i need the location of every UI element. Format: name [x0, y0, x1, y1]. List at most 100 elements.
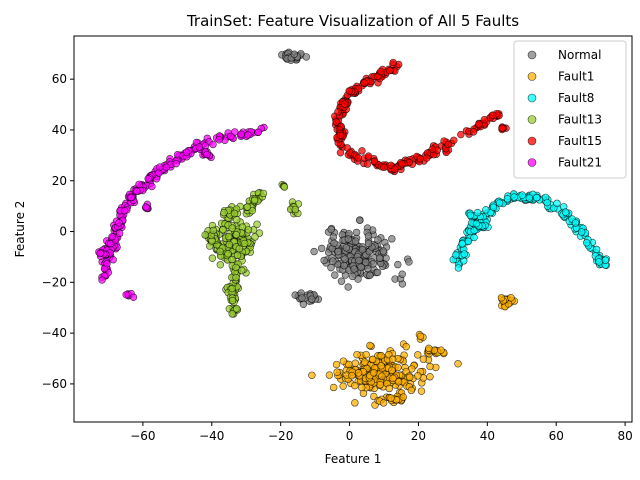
data-point [332, 360, 341, 369]
x-axis: −60 −40 −20 0 20 40 60 80 [130, 422, 633, 443]
chart-title: TrainSet: Feature Visualization of All 5… [186, 12, 519, 30]
data-point [302, 53, 311, 61]
y-tick-label: 60 [52, 72, 67, 86]
data-point [220, 208, 228, 217]
data-point [380, 163, 388, 172]
series-fault13 [201, 180, 303, 318]
data-point [402, 342, 410, 351]
data-point [343, 144, 351, 152]
data-point [426, 362, 434, 371]
data-point [129, 293, 138, 301]
data-point [317, 244, 326, 253]
legend-label: Fault15 [558, 134, 602, 148]
data-point [350, 265, 358, 273]
data-point [473, 208, 482, 217]
data-point [354, 154, 363, 162]
data-point [592, 245, 601, 254]
data-point [351, 359, 360, 367]
data-point [154, 169, 163, 177]
data-point [144, 175, 152, 183]
data-point [232, 263, 240, 272]
legend-label: Fault13 [558, 113, 602, 127]
y-tick-label: 0 [59, 225, 67, 239]
data-point [156, 163, 164, 171]
data-point [331, 271, 339, 279]
data-point [219, 226, 227, 234]
data-point [358, 383, 366, 392]
data-point [224, 250, 232, 258]
data-point [417, 387, 426, 395]
data-point [379, 399, 388, 407]
y-tick-label: 20 [52, 174, 67, 188]
data-point [389, 374, 397, 383]
data-point [379, 247, 388, 255]
data-point [333, 368, 341, 376]
data-point [561, 208, 570, 216]
data-point [172, 159, 180, 168]
data-point [351, 399, 359, 407]
data-point [364, 232, 373, 240]
x-tick-label: 0 [346, 429, 354, 443]
data-point [437, 346, 445, 354]
data-point [148, 182, 156, 191]
data-point [228, 284, 236, 293]
data-point [254, 128, 262, 136]
data-point [351, 237, 360, 245]
y-axis-label: Feature 2 [13, 201, 27, 258]
data-point [510, 193, 518, 201]
data-point [332, 118, 340, 126]
data-point [532, 193, 541, 202]
data-point [525, 194, 533, 202]
data-point [423, 154, 431, 162]
data-point [106, 240, 115, 248]
data-point [482, 206, 490, 214]
data-point [320, 256, 328, 265]
data-point [237, 130, 245, 138]
plot-frame [73, 35, 633, 423]
data-point [216, 261, 225, 269]
legend-marker [527, 72, 537, 81]
data-point [308, 295, 316, 303]
data-point [495, 199, 504, 207]
legend-marker [527, 50, 537, 60]
data-point [361, 358, 369, 366]
series-fault8 [449, 190, 611, 272]
data-point [389, 58, 397, 67]
data-point [345, 87, 353, 95]
data-point [356, 216, 364, 224]
data-point [503, 195, 512, 203]
data-point [386, 66, 394, 75]
data-point [248, 206, 256, 215]
data-point [203, 150, 211, 159]
data-point [464, 237, 473, 246]
data-point [353, 350, 361, 359]
data-point [399, 393, 408, 401]
data-point [419, 355, 428, 363]
data-point [120, 207, 129, 215]
data-point [354, 369, 363, 377]
data-point [238, 266, 246, 275]
data-point [480, 116, 489, 124]
legend-marker [527, 158, 537, 167]
data-point [370, 369, 378, 377]
data-point [458, 240, 466, 248]
data-point [385, 384, 393, 393]
data-point [454, 360, 462, 368]
data-point [394, 378, 403, 386]
y-axis: −60 −40 −20 0 20 40 60 [42, 72, 74, 391]
data-point [341, 255, 349, 263]
data-point [364, 239, 373, 248]
data-point [108, 233, 116, 241]
data-point [127, 193, 135, 202]
legend-label: Fault21 [558, 156, 602, 170]
data-point [209, 226, 218, 235]
data-point [329, 383, 338, 392]
x-tick-label: 80 [617, 429, 632, 443]
data-point [388, 366, 396, 374]
data-point [232, 231, 241, 239]
data-point [233, 251, 242, 259]
data-point [595, 258, 603, 266]
data-point [240, 239, 249, 248]
data-point [388, 355, 397, 363]
